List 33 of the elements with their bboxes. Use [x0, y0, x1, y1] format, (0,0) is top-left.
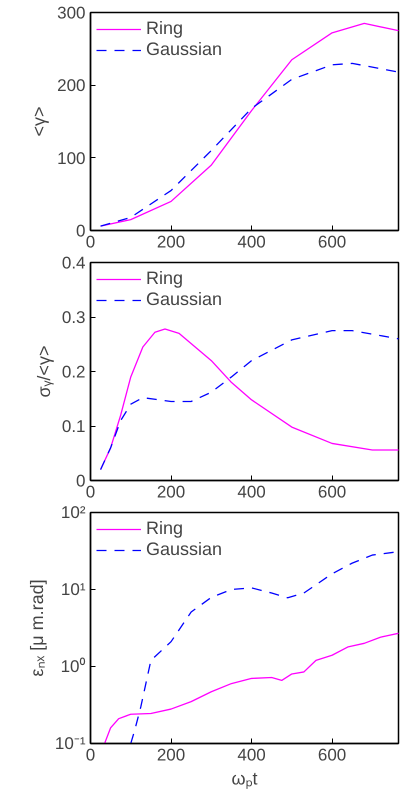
y-tick-label: 0.4: [62, 254, 86, 272]
line-series: [100, 22, 398, 227]
y-axis-title: <γ>: [29, 106, 50, 137]
y-tick-label: 100: [57, 148, 86, 168]
y-tick-label: 200: [57, 76, 86, 96]
legend-label: Gaussian: [146, 39, 222, 60]
legend-label: Ring: [146, 518, 184, 539]
x-tick-label: 200: [156, 746, 186, 764]
legend-label: Ring: [146, 18, 184, 39]
y-tick-label: 0.1: [62, 417, 86, 436]
y-tick-label: 300: [57, 4, 86, 22]
y-tick-label: 10⁻¹: [54, 734, 86, 753]
y-axis-title: σᵧ/<γ>: [34, 346, 54, 398]
x-tick-label: 200: [156, 482, 186, 502]
x-axis-title: ωₚt: [231, 768, 258, 790]
y-tick-label: 0.2: [62, 362, 86, 382]
y-tick-label: 10⁰: [60, 657, 86, 676]
x-tick-label: 400: [237, 232, 266, 252]
y-tick-label: 10²: [60, 503, 86, 522]
line-series: [104, 632, 398, 744]
y-tick-label: 0.3: [62, 308, 86, 327]
legend-label: Ring: [146, 268, 184, 289]
x-tick-label: 400: [237, 482, 266, 502]
x-tick-label: 200: [156, 232, 186, 252]
x-tick-label: 600: [318, 232, 346, 252]
legend-label: Gaussian: [146, 289, 222, 310]
line-series: [100, 62, 398, 227]
y-tick-label: 10¹: [60, 580, 86, 599]
x-tick-label: 600: [318, 746, 346, 764]
x-tick-label: 600: [318, 482, 346, 502]
legend-label: Gaussian: [146, 539, 222, 560]
y-axis-title: εₙₓ [μ m.rad]: [26, 579, 47, 677]
x-tick-label: 400: [237, 746, 266, 764]
